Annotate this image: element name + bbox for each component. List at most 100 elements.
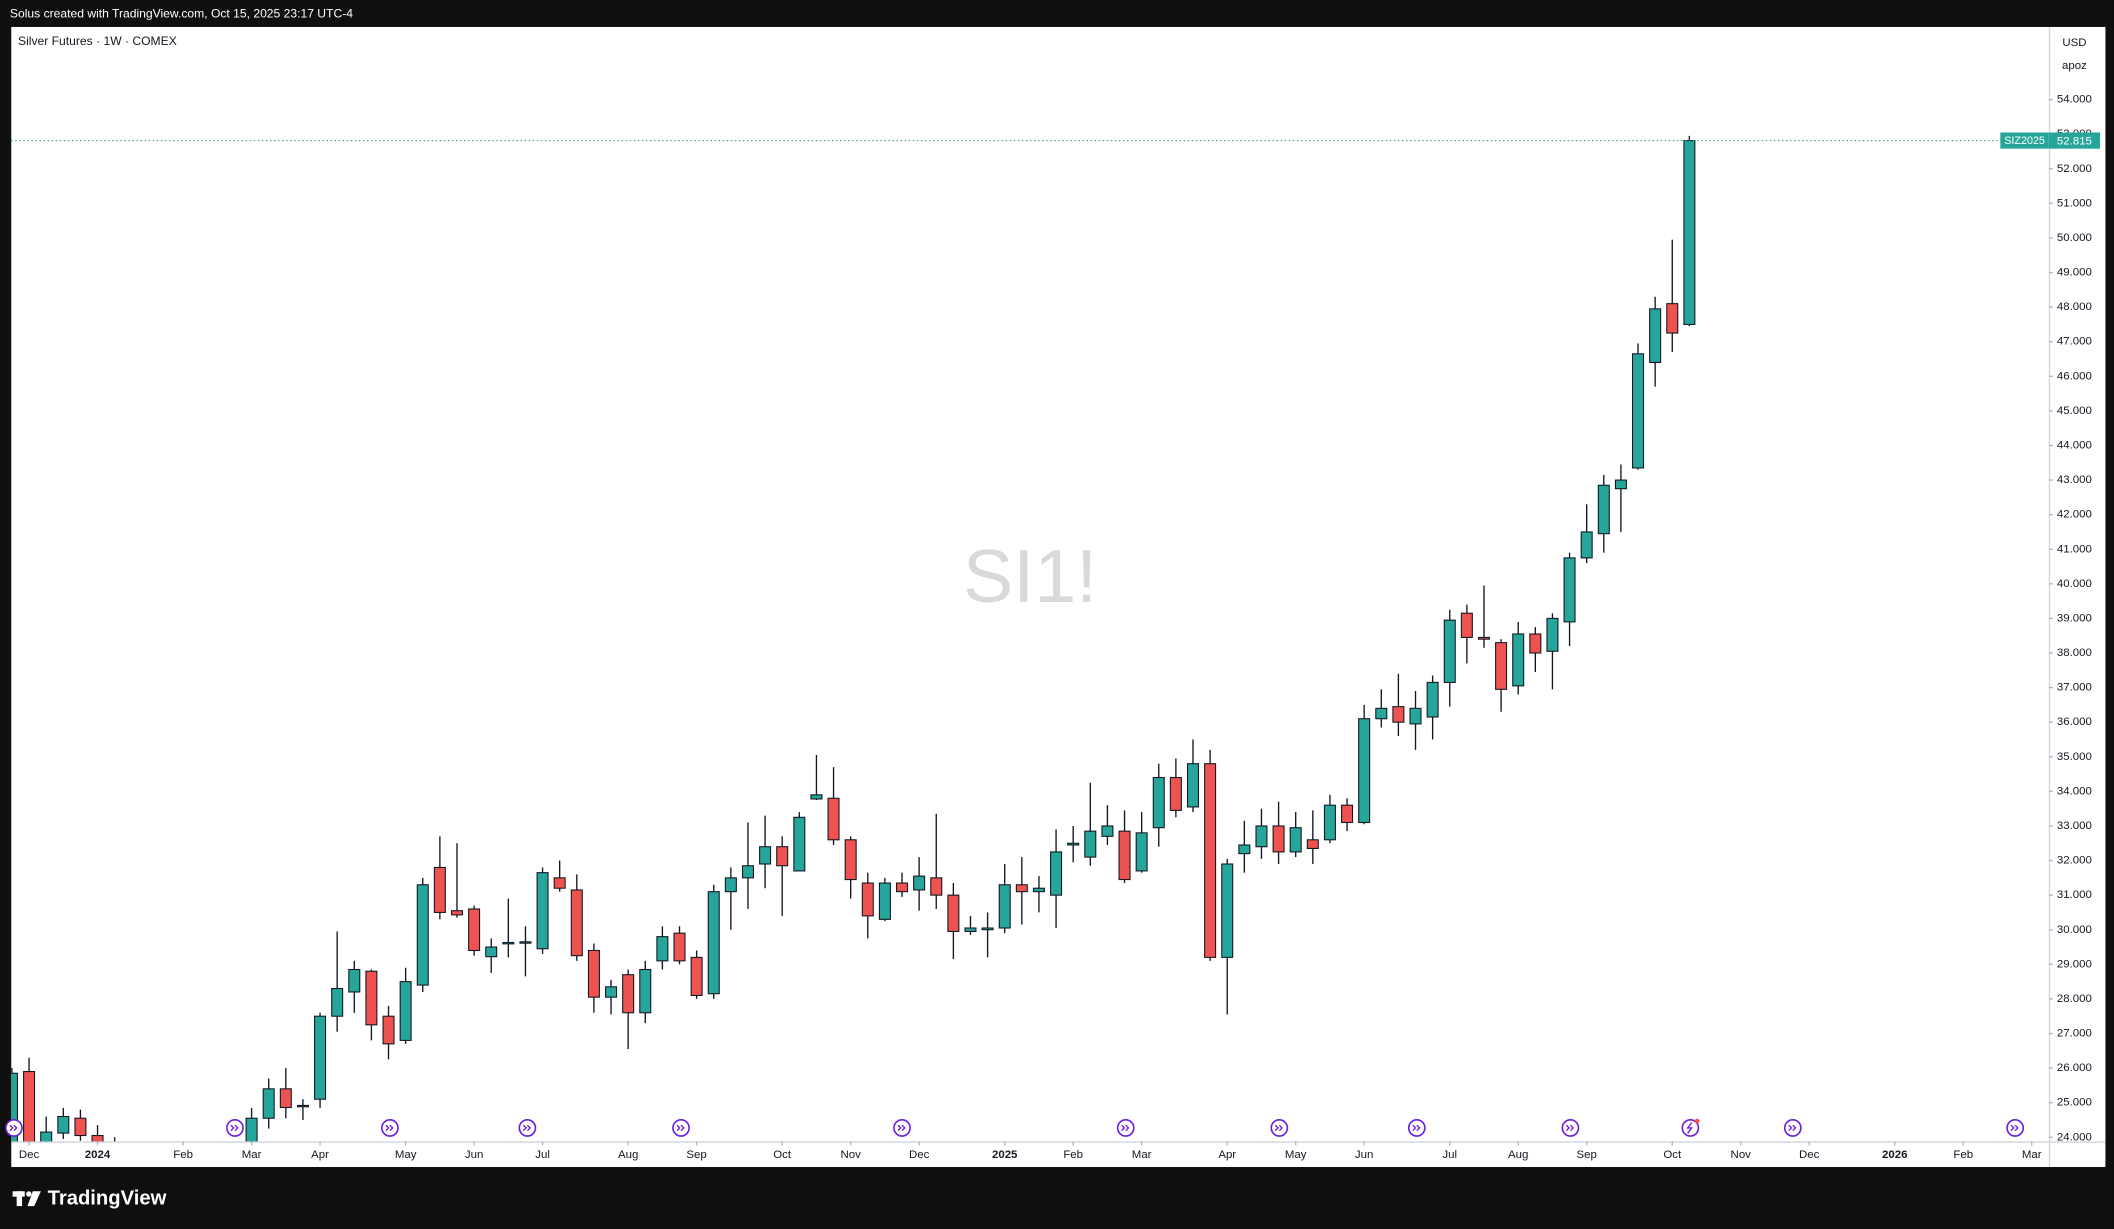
- event-marker: [226, 1119, 244, 1137]
- candle-body: [844, 839, 857, 881]
- candle-body: [1323, 804, 1336, 841]
- x-tick-label: Aug: [1508, 1149, 1528, 1161]
- candle-body: [245, 1117, 258, 1142]
- y-tick-label: 41.000: [2057, 543, 2092, 555]
- y-tick-label: 52.000: [2057, 163, 2092, 175]
- event-marker: [1561, 1119, 1580, 1137]
- candle-body: [605, 986, 618, 998]
- y-tick-label: 33.000: [2057, 820, 2092, 832]
- x-tick-label: Jul: [535, 1149, 550, 1161]
- event-marker: [1116, 1119, 1135, 1137]
- candle-body: [1443, 619, 1456, 683]
- candle-body: [1289, 827, 1302, 853]
- event-glyph: [9, 1122, 2019, 1134]
- candle-body: [1015, 884, 1028, 893]
- candle-body: [1204, 763, 1217, 958]
- event-marker: [518, 1119, 537, 1137]
- x-tick-label: Oct: [773, 1149, 792, 1161]
- candle-body: [40, 1131, 53, 1142]
- y-tick-label: 30.000: [2057, 924, 2092, 936]
- candle-body: [1649, 308, 1662, 364]
- candle-body: [1597, 484, 1610, 535]
- y-tick-label: 49.000: [2057, 267, 2092, 279]
- candle-body: [913, 875, 926, 891]
- y-tick-label: 36.000: [2057, 716, 2092, 728]
- event-markers: [5, 1119, 2025, 1137]
- candle-body: [998, 884, 1011, 929]
- candle-body: [1614, 479, 1627, 490]
- logo-icon: [12, 1191, 41, 1207]
- logo-text: TradingView: [48, 1188, 167, 1210]
- y-tick-label: 26.000: [2057, 1062, 2092, 1074]
- logo-part: [27, 1191, 41, 1207]
- candle-body: [1460, 612, 1473, 638]
- candle-body: [622, 974, 635, 1014]
- candle-body: [1477, 636, 1490, 640]
- candle-body: [1546, 617, 1559, 652]
- event-marker: [672, 1119, 690, 1137]
- candle-body: [1375, 707, 1388, 720]
- candle-body: [1495, 642, 1508, 690]
- logo-part: [26, 1191, 32, 1197]
- event-marker: [2006, 1119, 2025, 1137]
- event-marker: [1407, 1119, 1426, 1137]
- y-tick-label: 39.000: [2057, 612, 2092, 624]
- y-tick-label: 50.000: [2057, 232, 2092, 244]
- candle-body: [314, 1015, 327, 1100]
- unit: apoz: [2062, 60, 2087, 72]
- x-tick-label: Nov: [840, 1149, 861, 1161]
- x-tick-label: Apr: [311, 1149, 329, 1161]
- x-tick-label: Mar: [1132, 1149, 1152, 1161]
- y-tick-label: 48.000: [2057, 301, 2092, 313]
- candle-body: [536, 872, 549, 950]
- candle-body: [964, 927, 977, 932]
- event-marker: [1783, 1119, 1802, 1137]
- event-marker: [893, 1119, 911, 1137]
- candle-body: [707, 891, 720, 995]
- y-tick-label: 35.000: [2057, 751, 2092, 763]
- candle-body: [1306, 839, 1319, 849]
- candle-body: [1255, 825, 1268, 848]
- x-tick-label: Apr: [1218, 1149, 1236, 1161]
- price-label: 52.815: [2057, 135, 2092, 147]
- candle-body: [1272, 825, 1285, 853]
- y-tick-label: 42.000: [2057, 509, 2092, 521]
- candle-body: [1169, 776, 1182, 811]
- y-tick-label: 38.000: [2057, 647, 2092, 659]
- x-tick-label: Jul: [1442, 1149, 1457, 1161]
- y-tick-label: 44.000: [2057, 440, 2092, 452]
- candle-body: [1409, 707, 1422, 725]
- candle-body: [587, 949, 600, 998]
- candle-body: [724, 877, 737, 893]
- x-tick-label: Feb: [173, 1149, 193, 1161]
- candle-body: [485, 946, 498, 958]
- x-tick-label: Dec: [19, 1149, 40, 1161]
- y-tick-label: 40.000: [2057, 578, 2092, 590]
- axes: 24.000 25.000 26.000 27.000 28.000 29.000 30.0…: [19, 94, 2092, 1161]
- currency: USD: [2062, 37, 2086, 49]
- x-tick-label: May: [1285, 1149, 1307, 1161]
- candle-body: [1341, 804, 1354, 824]
- candle-body: [656, 936, 669, 962]
- y-tick-label: 43.000: [2057, 474, 2092, 486]
- candle-body: [416, 884, 429, 986]
- watermark: SI1!: [963, 534, 1097, 618]
- candle-body: [468, 908, 481, 952]
- candle-body: [1067, 842, 1080, 846]
- logo-part: [16, 1191, 23, 1207]
- candle-body: [1529, 633, 1542, 654]
- y-tick-label: 34.000: [2057, 785, 2092, 797]
- symbol-label: SIZ2025: [2004, 135, 2045, 147]
- candle-body: [930, 877, 943, 896]
- event-marker: [1270, 1119, 1289, 1137]
- candle-body: [861, 882, 874, 917]
- candle-body: [91, 1134, 104, 1142]
- y-tick-label: 25.000: [2057, 1097, 2092, 1109]
- candle-body: [1050, 851, 1063, 896]
- y-tick-label: 31.000: [2057, 889, 2092, 901]
- candle-body: [827, 797, 840, 841]
- x-tick-label: Nov: [1731, 1149, 1752, 1161]
- event-marker: [5, 1119, 23, 1137]
- y-tick-label: 45.000: [2057, 405, 2092, 417]
